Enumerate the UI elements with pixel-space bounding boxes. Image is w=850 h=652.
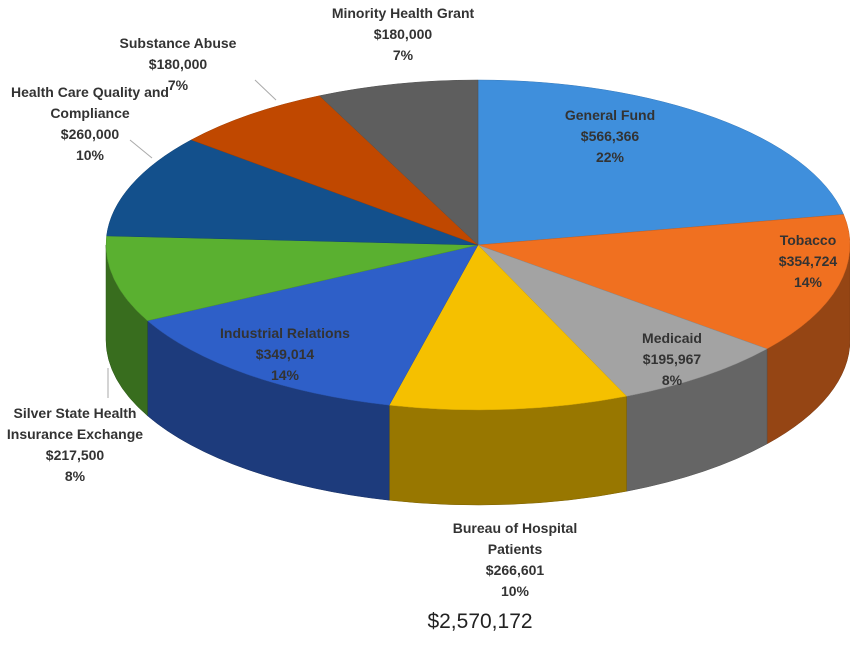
category-label: Tobacco xyxy=(779,232,837,248)
value-label: $195,967 xyxy=(642,351,702,367)
pie-slice xyxy=(477,214,850,350)
slice-label: Industrial Relations $349,014 14% xyxy=(220,323,350,386)
pie-tops xyxy=(105,79,850,411)
slice-label: Health Care Quality and Compliance $260,0… xyxy=(10,82,170,166)
pie-slice xyxy=(190,95,479,246)
leader-line xyxy=(254,79,277,101)
pie-sides xyxy=(105,244,850,506)
percent-label: 7% xyxy=(392,47,414,63)
category-label: Minority Health Grant xyxy=(331,5,475,21)
pie-slice xyxy=(319,79,479,246)
slice-label: Tobacco $354,724 14% xyxy=(779,230,837,293)
total: $2,570,172 xyxy=(427,610,533,633)
category-label: Silver State Health Insurance Exchange xyxy=(6,405,144,442)
pie-slice xyxy=(105,235,479,321)
leader-line xyxy=(129,139,153,159)
value-label: $354,724 xyxy=(778,253,838,269)
value-label: $266,601 xyxy=(485,562,545,578)
percent-label: 8% xyxy=(661,372,683,388)
slice-label: General Fund $566,366 22% xyxy=(565,105,655,168)
percent-label: 8% xyxy=(64,468,86,484)
leader-lines xyxy=(107,79,277,398)
value-label: $349,014 xyxy=(255,346,315,362)
value-label: $566,366 xyxy=(580,128,640,144)
percent-label: 14% xyxy=(270,367,300,383)
category-label: Health Care Quality and Compliance xyxy=(11,84,169,121)
pie-slice xyxy=(388,244,628,411)
value-label: $217,500 xyxy=(45,447,105,463)
value-label: $260,000 xyxy=(60,126,120,142)
pie-slice xyxy=(146,244,479,406)
value-label: $180,000 xyxy=(148,56,208,72)
slice-label: Medicaid $195,967 8% xyxy=(642,328,702,391)
category-label: Bureau of Hospital Patients xyxy=(452,520,578,557)
category-label: General Fund xyxy=(564,107,656,123)
slice-label: Silver State Health Insurance Exchange $2… xyxy=(5,403,145,487)
slice-side xyxy=(388,395,627,506)
percent-label: 22% xyxy=(595,149,625,165)
pie-slice xyxy=(477,244,768,397)
percent-label: 10% xyxy=(500,583,530,599)
category-label: Substance Abuse xyxy=(119,35,237,51)
percent-label: 14% xyxy=(793,274,823,290)
value-label: $180,000 xyxy=(373,26,433,42)
percent-label: 7% xyxy=(167,77,189,93)
percent-label: 10% xyxy=(75,147,105,163)
pie-slice xyxy=(477,79,844,246)
category-label: Medicaid xyxy=(642,330,702,346)
category-label: Industrial Relations xyxy=(220,325,350,341)
slice-label: Substance Abuse $180,000 7% xyxy=(120,33,237,96)
slice-label: Minority Health Grant $180,000 7% xyxy=(332,3,474,66)
slice-label: Bureau of Hospital Patients $266,601 10% xyxy=(430,518,600,602)
pie-slice xyxy=(106,139,479,246)
